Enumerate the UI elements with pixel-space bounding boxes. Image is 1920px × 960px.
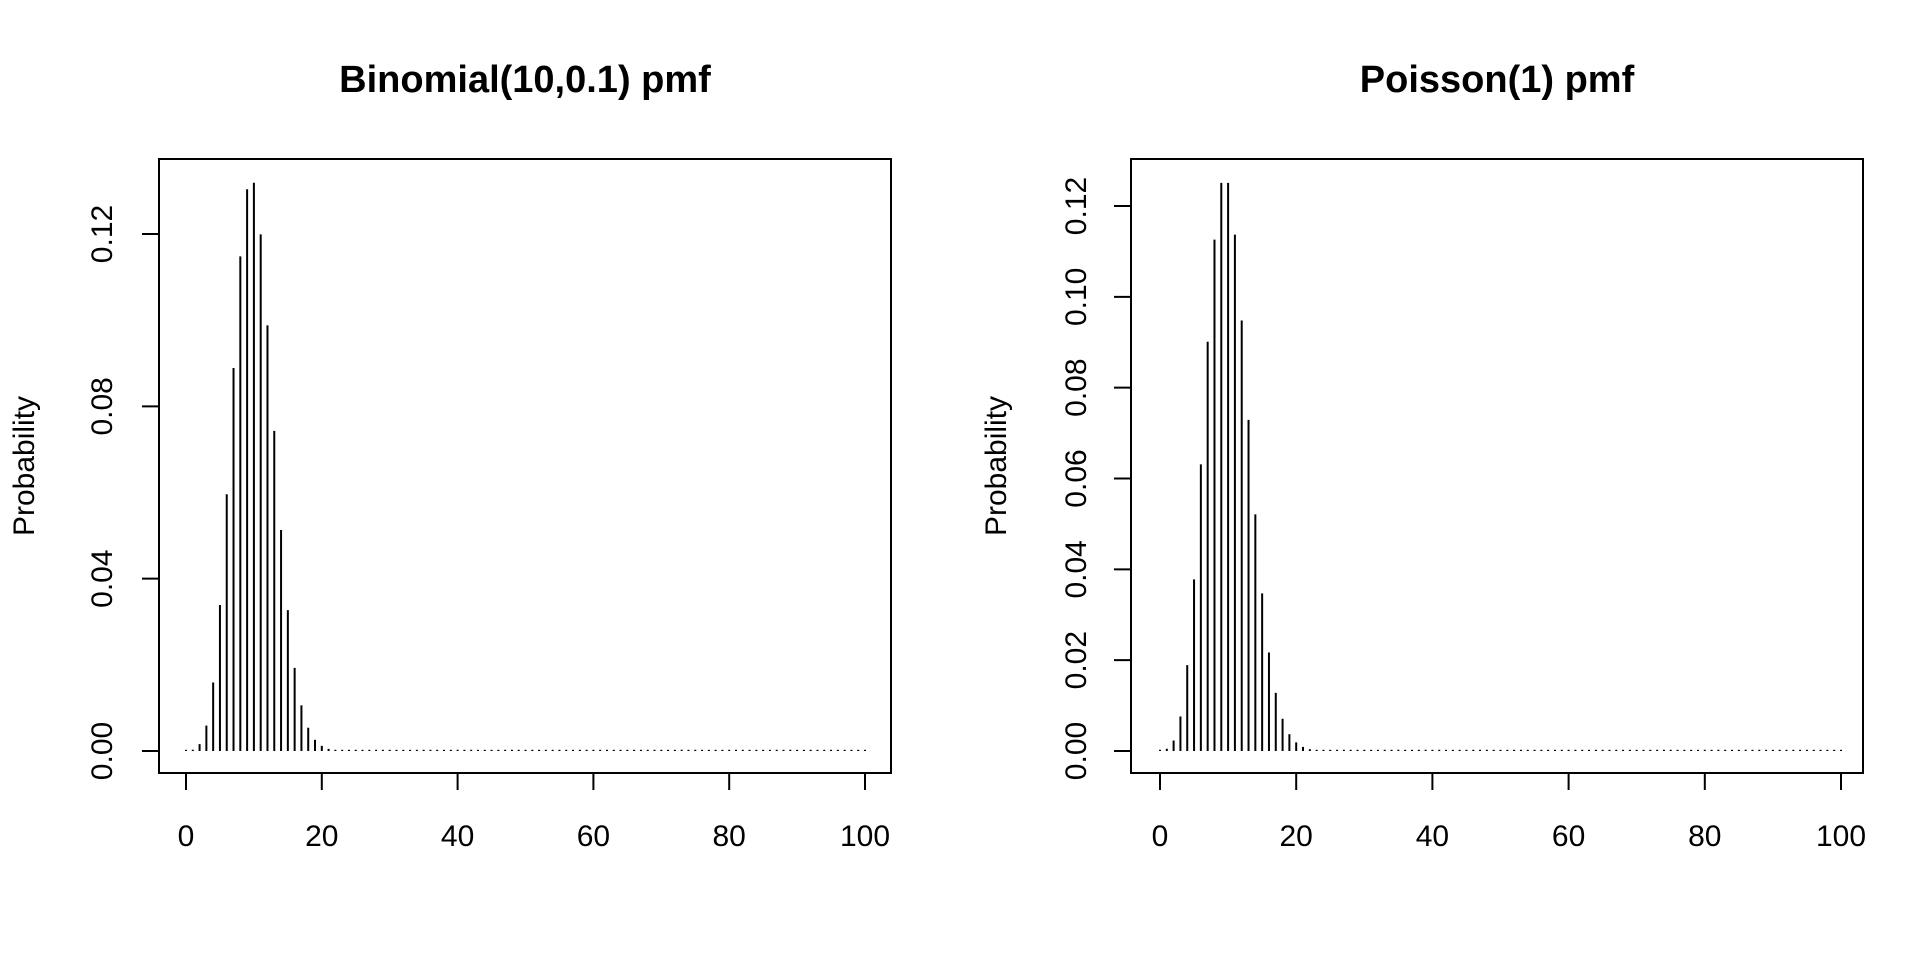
binomial-x-tick-label: 100 <box>840 820 890 853</box>
binomial-y-label: Probability <box>8 396 41 536</box>
binomial-y-tick-label: 0.08 <box>86 377 119 435</box>
poisson-x-tick-label: 40 <box>1416 820 1449 853</box>
binomial-bars <box>185 182 866 751</box>
poisson-y-tick-label: 0.08 <box>1060 358 1093 416</box>
binomial-x-tick-label: 60 <box>577 820 610 853</box>
binomial-x-tick-label: 20 <box>305 820 338 853</box>
poisson-y-tick-label: 0.12 <box>1060 177 1093 235</box>
poisson-y-tick-label: 0.00 <box>1060 722 1093 780</box>
poisson-y-axis: 0.00 0.02 0.04 0.06 0.08 0.10 0.12 <box>1060 177 1132 780</box>
binomial-y-axis: 0.00 0.04 0.08 0.12 <box>86 205 160 780</box>
binomial-y-tick-label: 0.00 <box>86 722 119 780</box>
poisson-y-label: Probability <box>980 396 1013 536</box>
poisson-y-tick-label: 0.04 <box>1060 540 1093 598</box>
poisson-bars <box>1159 182 1842 751</box>
binomial-x-tick-label: 80 <box>713 820 746 853</box>
binomial-title: Binomial(10,0.1) pmf <box>339 59 711 101</box>
poisson-x-tick-label: 20 <box>1280 820 1313 853</box>
poisson-x-tick-label: 80 <box>1688 820 1721 853</box>
binomial-plot-frame <box>158 158 892 774</box>
poisson-y-tick-label: 0.02 <box>1060 631 1093 689</box>
poisson-y-tick-label: 0.06 <box>1060 449 1093 507</box>
binomial-y-tick-label: 0.12 <box>86 205 119 263</box>
binomial-x-axis: 0 20 40 60 80 100 <box>178 772 890 853</box>
poisson-x-axis: 0 20 40 60 80 100 <box>1152 772 1866 853</box>
binomial-x-tick-label: 0 <box>178 820 195 853</box>
poisson-x-tick-label: 60 <box>1552 820 1585 853</box>
binomial-panel: Binomial(10,0.1) pmf 0 20 40 60 80 100 0.000.… <box>8 59 892 853</box>
poisson-x-tick-label: 0 <box>1152 820 1169 853</box>
poisson-title: Poisson(1) pmf <box>1360 59 1635 101</box>
poisson-y-tick-label: 0.10 <box>1060 268 1093 326</box>
binomial-x-tick-label: 40 <box>441 820 474 853</box>
poisson-x-tick-label: 100 <box>1816 820 1866 853</box>
binomial-y-tick-label: 0.04 <box>86 549 119 607</box>
poisson-panel: Poisson(1) pmf 0 20 40 60 80 100 0.00 0.02 0.04… <box>980 59 1866 853</box>
